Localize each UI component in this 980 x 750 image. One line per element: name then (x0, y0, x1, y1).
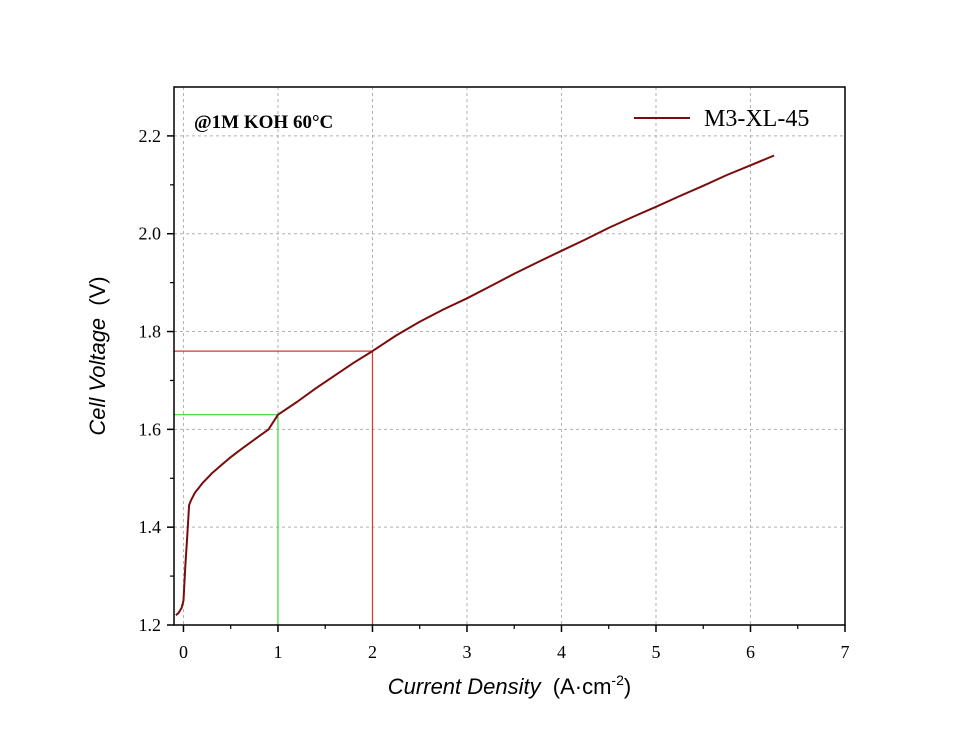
x-axis-title: Current Density (A·cm-2) (388, 672, 631, 699)
y-tick-label: 2.2 (139, 126, 162, 146)
x-tick-label: 1 (273, 642, 282, 662)
legend: M3-XL-45 (634, 106, 809, 132)
y-tick-label: 2.0 (139, 224, 162, 244)
x-tick-label: 5 (651, 642, 660, 662)
x-axis-title-unit: (A·cm (553, 674, 612, 699)
x-axis-title-superscript: -2 (611, 672, 624, 688)
x-axis-title-main: Current Density (388, 674, 543, 699)
reference-lines (174, 350, 374, 625)
condition-annotation: @1M KOH 60°C (194, 112, 333, 133)
x-tick-label: 3 (462, 642, 471, 662)
y-axis-title-unit: (V) (85, 276, 110, 305)
y-axis-title: Cell Voltage (V) (85, 276, 110, 435)
x-tick-label: 6 (746, 642, 755, 662)
x-tick-label: 7 (841, 642, 850, 662)
y-tick-label: 1.2 (139, 615, 162, 635)
grid-lines (174, 87, 846, 625)
y-tick-label: 1.8 (139, 322, 162, 342)
reference-line (174, 414, 279, 625)
x-axis-title-unit-end: ) (624, 674, 631, 699)
series-layer (175, 154, 775, 616)
plot-frame (173, 86, 846, 626)
y-tick-label: 1.4 (139, 517, 162, 537)
x-tick-label: 0 (179, 642, 188, 662)
legend-label-m3-xl-45: M3-XL-45 (704, 106, 809, 132)
y-axis-title-main: Cell Voltage (85, 318, 110, 436)
reference-line (174, 350, 374, 625)
axis-ticks: 0 1 2 3 4 5 6 7 1.2 1.4 1.6 1.8 2.0 2.2 (139, 126, 850, 662)
x-tick-label: 4 (557, 642, 566, 662)
y-tick-label: 1.6 (139, 419, 162, 439)
series-line-m3-xl-45 (175, 154, 775, 616)
x-tick-label: 2 (368, 642, 377, 662)
